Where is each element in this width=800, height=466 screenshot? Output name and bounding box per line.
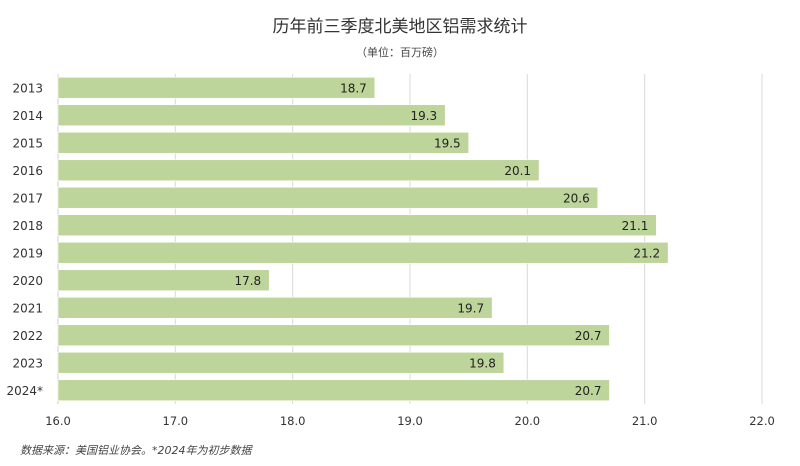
data-label: 20.7 — [575, 329, 602, 343]
x-axis-ticks: 16.0 17.0 18.0 19.0 20.0 21.0 22.0 — [45, 414, 775, 428]
data-label: 19.3 — [410, 109, 437, 123]
data-label: 19.8 — [469, 356, 496, 370]
bar — [57, 241, 669, 264]
category-label: 2016 — [12, 164, 43, 178]
category-label: 2024* — [6, 384, 43, 398]
bar — [57, 104, 446, 127]
bar — [57, 131, 469, 154]
x-tick-label: 17.0 — [163, 414, 189, 428]
category-label: 2015 — [12, 136, 43, 150]
category-labels: 2013 2014 2015 2016 2017 2018 2019 2020 2021 2022… — [6, 81, 43, 398]
x-tick-label: 18.0 — [280, 414, 306, 428]
bar — [57, 186, 599, 209]
gridlines — [57, 74, 763, 404]
data-label: 20.7 — [575, 384, 602, 398]
bar — [57, 351, 505, 374]
chart-footnote: 数据来源：美国铝业协会。*2024年为初步数据 — [20, 444, 252, 457]
x-tick-label: 19.0 — [397, 414, 423, 428]
category-label: 2018 — [12, 219, 43, 233]
chart-title: 历年前三季度北美地区铝需求统计 — [272, 17, 528, 37]
data-label: 19.7 — [457, 301, 484, 315]
data-label: 20.6 — [563, 191, 590, 205]
x-tick-label: 22.0 — [749, 414, 775, 428]
bar — [57, 379, 610, 402]
category-label: 2014 — [12, 109, 43, 123]
bars: 18.7 19.3 19.5 20.1 20.6 21.1 21.2 17.8 19.7 20.7… — [57, 76, 669, 402]
x-tick-label: 21.0 — [632, 414, 658, 428]
bar — [57, 159, 540, 182]
category-label: 2019 — [12, 246, 43, 260]
bar — [57, 214, 657, 237]
bar — [57, 76, 376, 99]
category-label: 2017 — [12, 191, 43, 205]
x-tick-label: 16.0 — [45, 414, 71, 428]
data-label: 20.1 — [504, 164, 531, 178]
data-label: 21.2 — [633, 246, 660, 260]
bar — [57, 269, 270, 292]
data-label: 19.5 — [434, 136, 461, 150]
category-label: 2022 — [12, 329, 43, 343]
chart-subtitle: （单位：百万磅） — [356, 46, 444, 59]
data-label: 17.8 — [234, 274, 261, 288]
category-label: 2021 — [12, 301, 43, 315]
category-label: 2023 — [12, 356, 43, 370]
bar — [57, 296, 493, 319]
data-label: 18.7 — [340, 81, 367, 95]
category-label: 2013 — [12, 81, 43, 95]
bar — [57, 324, 610, 347]
data-label: 21.1 — [622, 219, 649, 233]
x-tick-label: 20.0 — [515, 414, 541, 428]
category-label: 2020 — [12, 274, 43, 288]
